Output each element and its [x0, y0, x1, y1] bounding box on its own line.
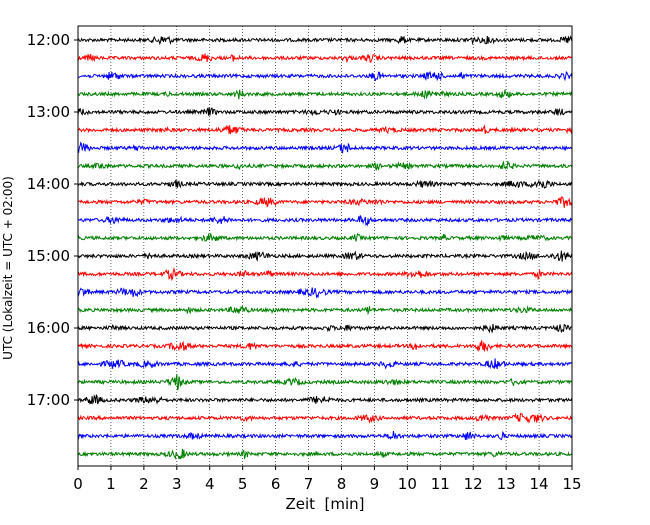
x-tick-label-14: 14	[530, 475, 549, 493]
x-tick-label-6: 6	[271, 475, 281, 493]
x-tick-label-12: 12	[464, 475, 483, 493]
seismic-trace-21	[77, 393, 573, 405]
seismic-trace-13	[77, 250, 573, 262]
y-tick-label-16:00: 16:00	[27, 319, 70, 337]
x-tick-label-13: 13	[497, 475, 516, 493]
plot-frame	[77, 25, 573, 467]
seismic-trace-17	[77, 323, 573, 334]
seismic-trace-2	[77, 53, 573, 64]
x-tick-label-7: 7	[304, 475, 314, 493]
x-tick-label-11: 11	[431, 475, 450, 493]
seismic-trace-1	[77, 34, 573, 46]
seismic-trace-9	[77, 179, 573, 189]
seismic-trace-6	[77, 124, 573, 135]
seismic-traces	[77, 34, 573, 460]
x-tick-label-2: 2	[139, 475, 149, 493]
x-axis-label: Zeit [min]	[285, 495, 364, 513]
seismic-trace-23	[77, 430, 573, 441]
seismic-trace-16	[77, 305, 573, 316]
seismic-trace-19	[77, 358, 573, 370]
y-tick-label-13:00: 13:00	[27, 103, 70, 121]
seismic-trace-11	[77, 214, 573, 227]
x-axis-ticks: 0 1 2 3 4 5 6 7 8 9 10 11 12 13 14 15	[73, 466, 582, 493]
x-tick-label-4: 4	[205, 475, 215, 493]
x-tick-label-3: 3	[172, 475, 182, 493]
seismic-trace-20	[77, 374, 573, 391]
x-tick-label-5: 5	[238, 475, 248, 493]
seismic-trace-24	[77, 448, 573, 460]
seismic-trace-5	[77, 106, 573, 117]
x-tick-label-8: 8	[337, 475, 347, 493]
y-tick-label-15:00: 15:00	[27, 247, 70, 265]
x-tick-label-15: 15	[562, 475, 581, 493]
seismic-trace-7	[77, 141, 573, 154]
seismic-trace-22	[77, 412, 573, 424]
seismic-trace-3	[77, 70, 573, 82]
seismic-trace-12	[77, 232, 573, 243]
y-tick-label-17:00: 17:00	[27, 391, 70, 409]
seismic-trace-4	[77, 89, 573, 100]
y-axis-ticks: 12:00 13:00 14:00 15:00 16:00 17:00	[27, 31, 78, 409]
seismic-trace-15	[77, 287, 573, 299]
grid-lines	[110, 26, 540, 466]
seismic-trace-18	[77, 340, 573, 352]
x-tick-label-1: 1	[106, 475, 116, 493]
y-tick-label-12:00: 12:00	[27, 31, 70, 49]
x-tick-label-10: 10	[398, 475, 417, 493]
seismic-trace-14	[77, 266, 573, 282]
seismic-trace-10	[77, 196, 573, 208]
y-tick-label-14:00: 14:00	[27, 175, 70, 193]
y-axis-label: UTC (Lokalzeit = UTC + 02:00)	[1, 176, 15, 360]
x-tick-label-9: 9	[370, 475, 380, 493]
x-tick-label-0: 0	[73, 475, 83, 493]
seismic-trace-8	[77, 160, 573, 171]
